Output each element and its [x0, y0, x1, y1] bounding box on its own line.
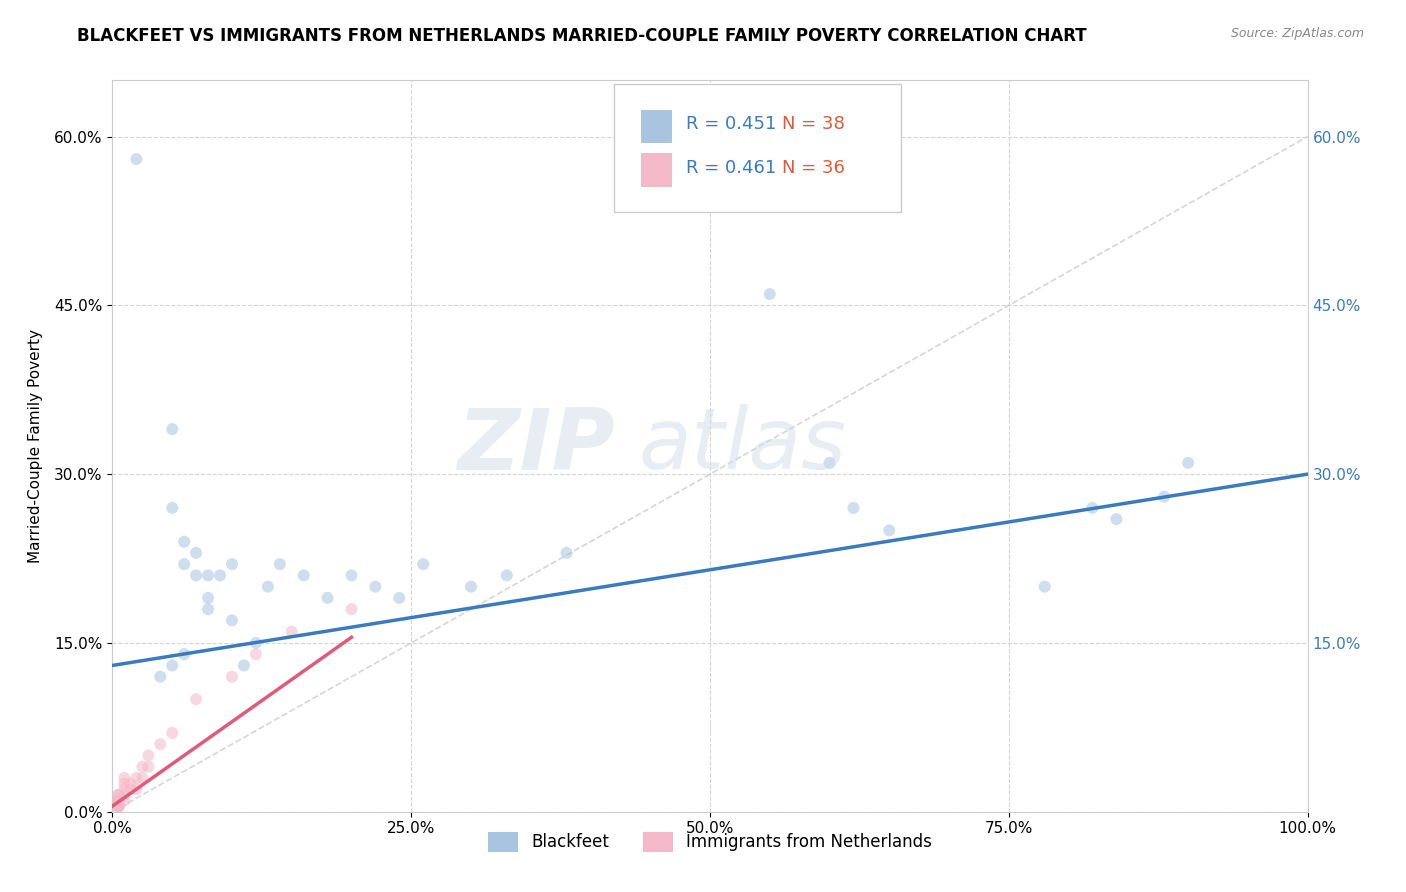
- Point: [209, 568, 232, 582]
- Point: [221, 670, 243, 684]
- Point: [125, 152, 148, 166]
- Point: [107, 793, 129, 807]
- Point: [114, 788, 135, 802]
- Point: [114, 771, 135, 785]
- Text: BLACKFEET VS IMMIGRANTS FROM NETHERLANDS MARRIED-COUPLE FAMILY POVERTY CORRELATI: BLACKFEET VS IMMIGRANTS FROM NETHERLANDS…: [77, 27, 1087, 45]
- Point: [197, 602, 219, 616]
- Text: R = 0.461: R = 0.461: [686, 159, 776, 177]
- Text: N = 36: N = 36: [782, 159, 845, 177]
- Point: [388, 591, 411, 605]
- Point: [1177, 456, 1199, 470]
- Point: [107, 799, 129, 814]
- Point: [269, 557, 291, 571]
- Point: [125, 771, 148, 785]
- Point: [107, 788, 129, 802]
- Point: [842, 500, 865, 515]
- Text: N = 38: N = 38: [782, 115, 845, 133]
- Point: [107, 788, 129, 802]
- Point: [173, 534, 195, 549]
- Point: [107, 793, 129, 807]
- Point: [162, 658, 183, 673]
- FancyBboxPatch shape: [641, 153, 671, 186]
- Legend: Blackfeet, Immigrants from Netherlands: Blackfeet, Immigrants from Netherlands: [481, 826, 939, 858]
- Point: [186, 568, 208, 582]
- Point: [138, 760, 160, 774]
- Point: [233, 658, 256, 673]
- Point: [107, 799, 129, 814]
- Point: [818, 456, 841, 470]
- Point: [340, 568, 363, 582]
- Point: [107, 793, 129, 807]
- Point: [138, 748, 160, 763]
- Point: [1153, 490, 1175, 504]
- Text: R = 0.451: R = 0.451: [686, 115, 776, 133]
- Point: [107, 793, 129, 807]
- Point: [1105, 512, 1128, 526]
- Point: [364, 580, 387, 594]
- Point: [107, 799, 129, 814]
- Point: [186, 546, 208, 560]
- Point: [197, 568, 219, 582]
- Point: [162, 422, 183, 436]
- Point: [245, 647, 267, 661]
- Point: [131, 771, 153, 785]
- Point: [162, 500, 183, 515]
- Point: [107, 799, 129, 814]
- Point: [107, 799, 129, 814]
- Point: [186, 692, 208, 706]
- Point: [107, 799, 129, 814]
- Point: [496, 568, 519, 582]
- Point: [125, 782, 148, 797]
- Point: [107, 793, 129, 807]
- Point: [162, 726, 183, 740]
- Point: [114, 776, 135, 790]
- Point: [555, 546, 578, 560]
- Point: [173, 557, 195, 571]
- Point: [173, 647, 195, 661]
- Point: [245, 636, 267, 650]
- Point: [759, 287, 782, 301]
- FancyBboxPatch shape: [614, 84, 901, 212]
- Point: [120, 782, 142, 797]
- Point: [460, 580, 482, 594]
- Y-axis label: Married-Couple Family Poverty: Married-Couple Family Poverty: [28, 329, 44, 563]
- Point: [340, 602, 363, 616]
- Point: [281, 624, 304, 639]
- Point: [292, 568, 315, 582]
- Point: [107, 799, 129, 814]
- Point: [149, 737, 172, 751]
- Point: [107, 799, 129, 814]
- Point: [149, 670, 172, 684]
- Point: [257, 580, 280, 594]
- Point: [107, 799, 129, 814]
- Point: [197, 591, 219, 605]
- Point: [316, 591, 339, 605]
- Text: Source: ZipAtlas.com: Source: ZipAtlas.com: [1230, 27, 1364, 40]
- Point: [1033, 580, 1056, 594]
- Point: [131, 760, 153, 774]
- Point: [221, 614, 243, 628]
- Point: [879, 524, 901, 538]
- Text: atlas: atlas: [638, 404, 846, 488]
- Point: [412, 557, 434, 571]
- Point: [114, 782, 135, 797]
- Point: [120, 776, 142, 790]
- Point: [114, 793, 135, 807]
- Text: ZIP: ZIP: [457, 404, 614, 488]
- Point: [1081, 500, 1104, 515]
- Point: [221, 557, 243, 571]
- FancyBboxPatch shape: [641, 110, 671, 143]
